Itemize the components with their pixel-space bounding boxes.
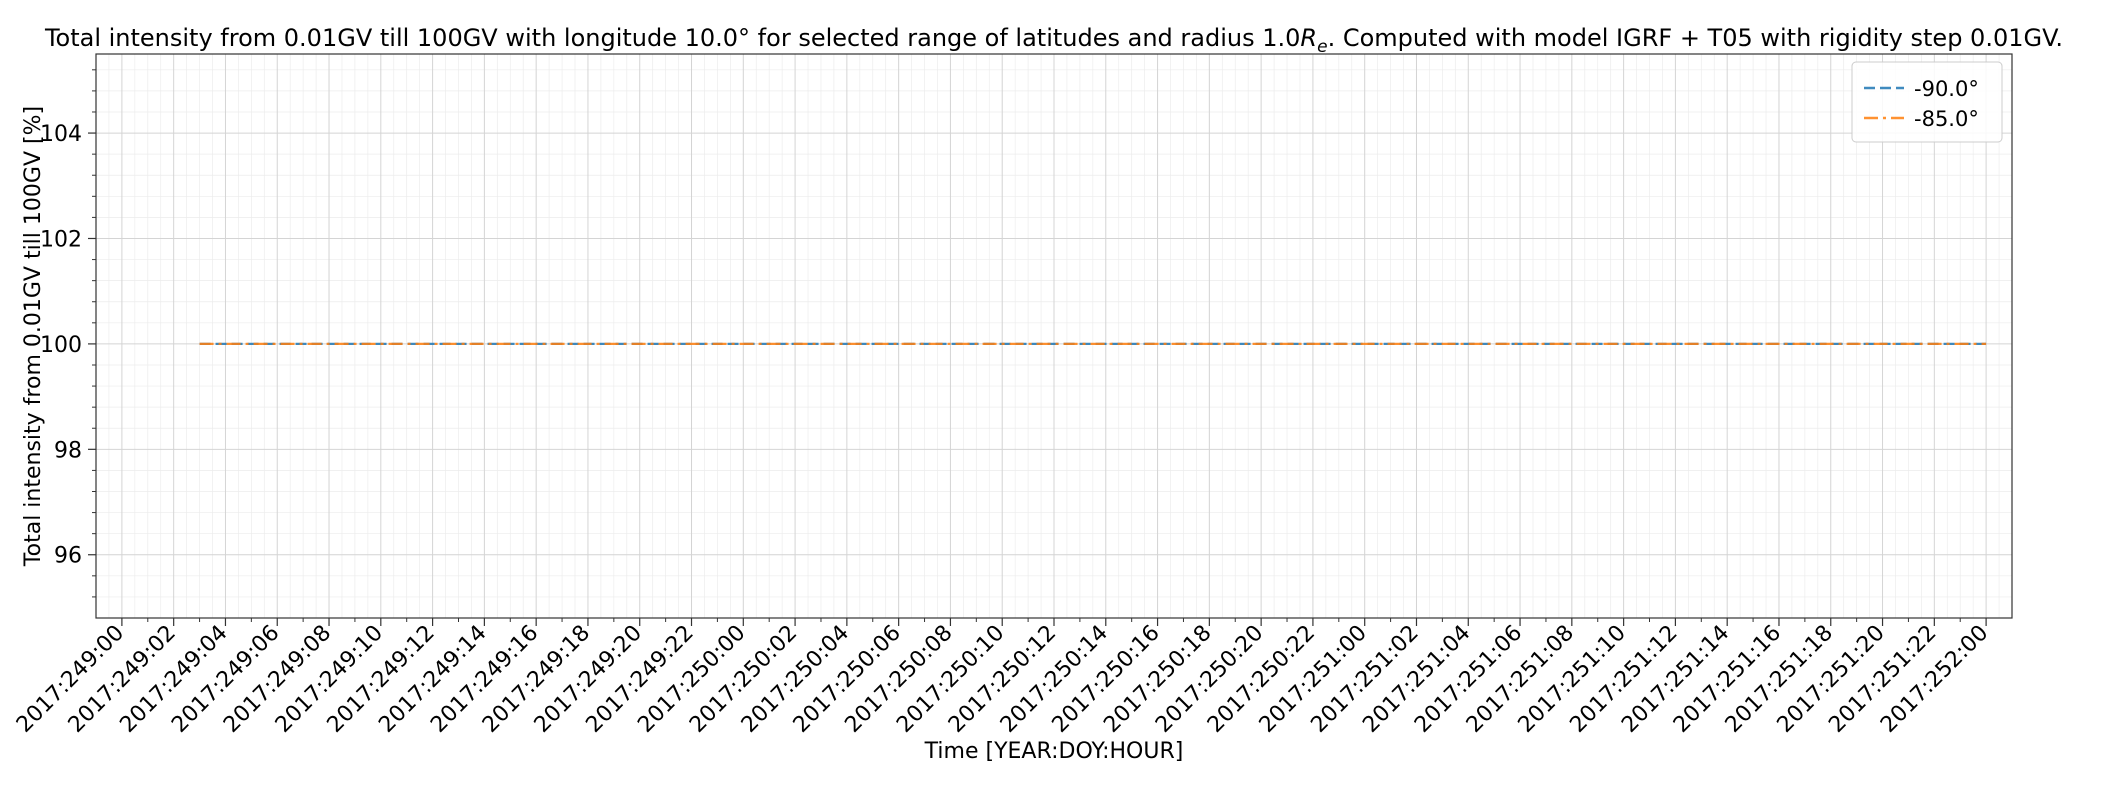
- legend-label: -90.0°: [1914, 77, 1979, 101]
- chart-title-post: . Computed with model IGRF + T05 with ri…: [1328, 24, 2063, 52]
- y-tick-label: 96: [54, 544, 82, 569]
- legend-box: [1851, 61, 2003, 143]
- grid-minor: [95, 54, 2013, 618]
- legend: -90.0° -85.0°: [1851, 61, 2003, 143]
- y-tick-label: 102: [40, 227, 82, 252]
- y-axis: 96 98 100 102 104: [40, 69, 96, 598]
- y-axis-label: Total intensity from 0.01GV till 100GV […: [21, 106, 46, 567]
- grid-major: [96, 54, 2012, 618]
- x-axis: 2017:249:002017:249:022017:249:042017:24…: [12, 618, 1993, 738]
- legend-label: -85.0°: [1914, 107, 1979, 131]
- y-tick-label: 98: [54, 438, 82, 463]
- chart-title: Total intensity from 0.01GV till 100GV w…: [44, 24, 2063, 57]
- y-tick-label: 100: [40, 333, 82, 358]
- y-tick-label: 104: [40, 122, 82, 147]
- x-axis-label: Time [YEAR:DOY:HOUR]: [924, 739, 1184, 764]
- chart-title-subscript: e: [1317, 37, 1327, 57]
- chart-title-pre: Total intensity from 0.01GV till 100GV w…: [44, 24, 1300, 52]
- chart-title-var: R: [1300, 24, 1317, 52]
